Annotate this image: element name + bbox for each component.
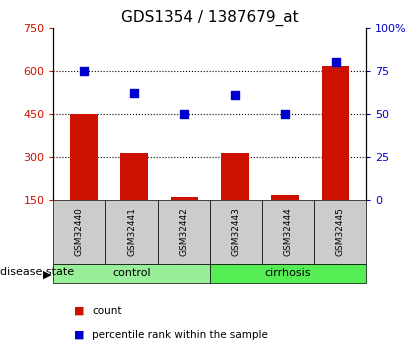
Point bbox=[231, 92, 238, 98]
Text: GSM32444: GSM32444 bbox=[283, 208, 292, 256]
Bar bbox=[271, 195, 299, 200]
Text: GSM32440: GSM32440 bbox=[75, 208, 84, 256]
Text: ■: ■ bbox=[74, 330, 85, 339]
Text: ■: ■ bbox=[74, 306, 85, 315]
Bar bbox=[221, 152, 249, 200]
Bar bbox=[322, 66, 349, 200]
Text: GSM32441: GSM32441 bbox=[127, 208, 136, 256]
Text: GSM32445: GSM32445 bbox=[335, 208, 344, 256]
Text: GSM32442: GSM32442 bbox=[179, 208, 188, 256]
Point bbox=[332, 59, 339, 65]
Point bbox=[181, 111, 188, 117]
Point bbox=[81, 68, 87, 73]
Text: percentile rank within the sample: percentile rank within the sample bbox=[92, 330, 268, 339]
Text: disease state: disease state bbox=[0, 267, 74, 277]
Text: cirrhosis: cirrhosis bbox=[264, 268, 311, 278]
Text: count: count bbox=[92, 306, 122, 315]
Title: GDS1354 / 1387679_at: GDS1354 / 1387679_at bbox=[121, 10, 298, 26]
Text: GSM32443: GSM32443 bbox=[231, 208, 240, 256]
Bar bbox=[120, 152, 148, 200]
Text: control: control bbox=[112, 268, 151, 278]
Bar bbox=[171, 197, 198, 200]
Point bbox=[282, 111, 289, 117]
Text: ▶: ▶ bbox=[43, 270, 51, 280]
Point bbox=[131, 90, 137, 96]
Bar bbox=[70, 114, 97, 200]
